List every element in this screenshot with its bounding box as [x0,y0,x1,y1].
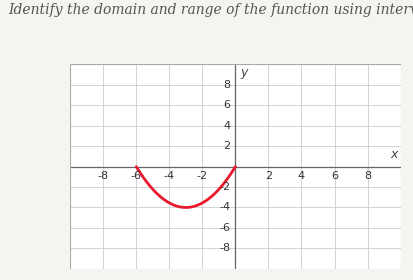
Text: -2: -2 [197,171,208,181]
Text: -2: -2 [219,182,230,192]
Text: -8: -8 [219,243,230,253]
Text: x: x [390,148,397,162]
Text: 4: 4 [223,121,230,131]
Text: 6: 6 [223,100,230,110]
Text: -6: -6 [219,223,230,233]
Text: 6: 6 [331,171,338,181]
Text: y: y [240,66,248,80]
Text: 8: 8 [364,171,371,181]
Text: -8: -8 [98,171,109,181]
Text: 2: 2 [223,141,230,151]
Text: Identify the domain and range of the function using interval notation: Identify the domain and range of the fun… [8,3,413,17]
Text: 8: 8 [223,80,230,90]
Text: -6: -6 [131,171,142,181]
Text: 2: 2 [265,171,272,181]
Text: 4: 4 [298,171,305,181]
Text: -4: -4 [219,202,230,213]
Text: -4: -4 [164,171,175,181]
